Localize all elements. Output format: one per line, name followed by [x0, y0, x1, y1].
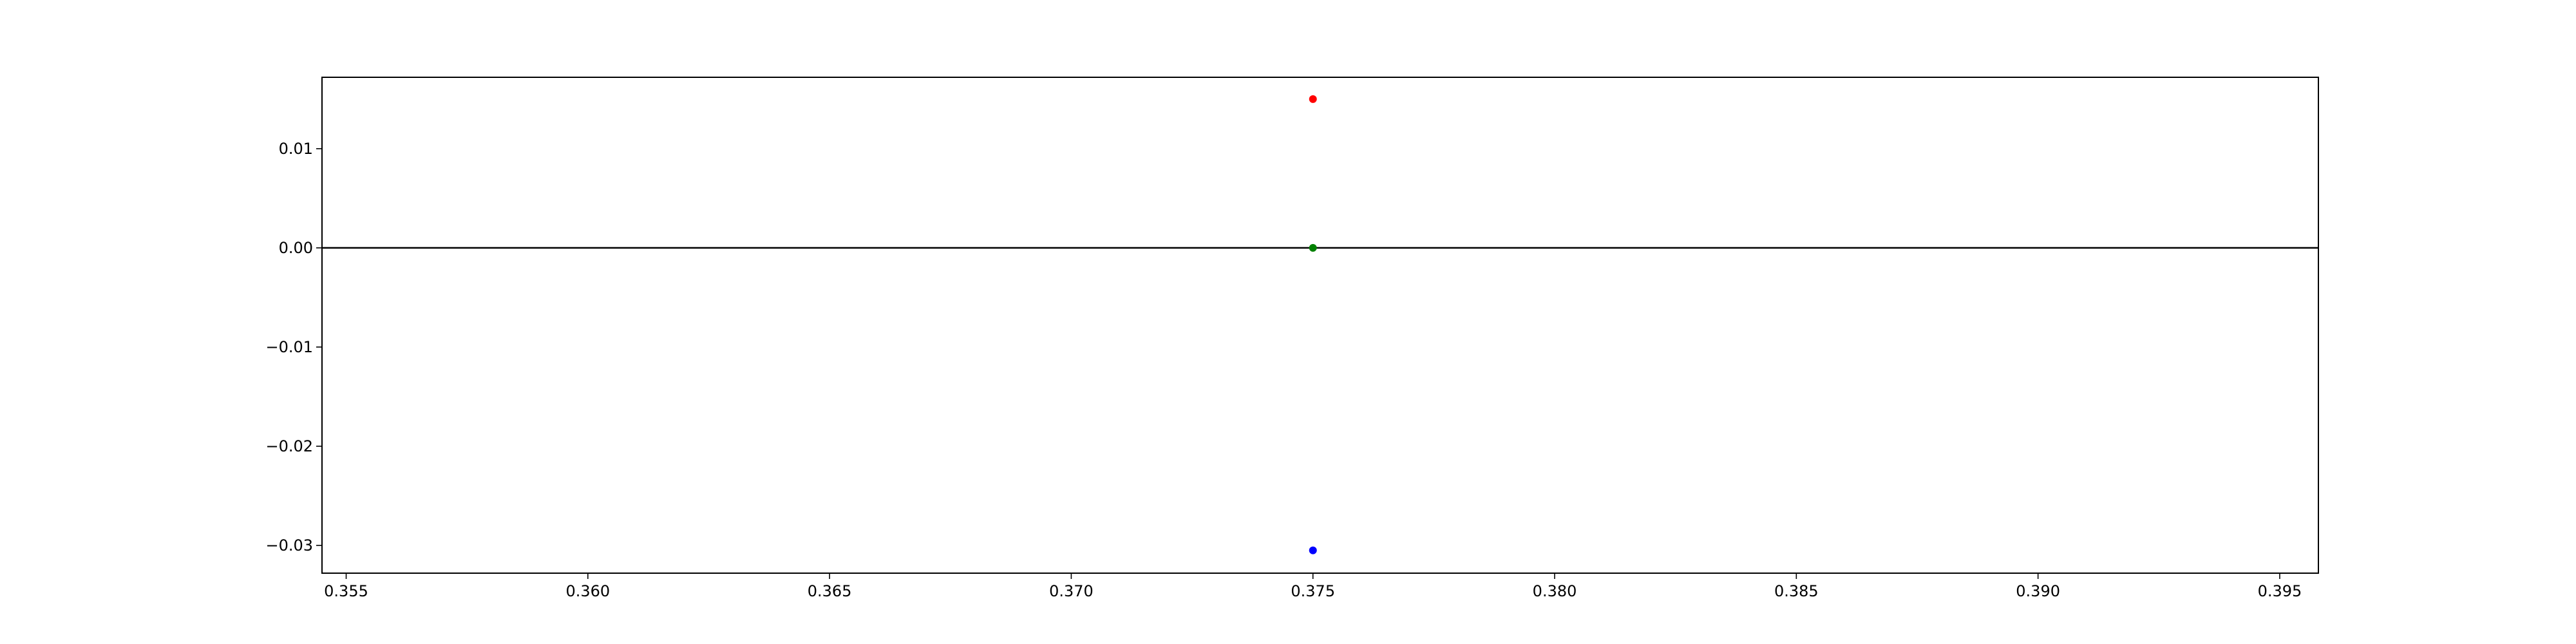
x-tick-label: 0.375: [1291, 582, 1335, 600]
data-point: [1309, 95, 1317, 103]
y-tick-label: −0.03: [265, 536, 313, 554]
x-tick-label: 0.385: [1774, 582, 1819, 600]
x-tick-label: 0.395: [2258, 582, 2302, 600]
y-tick-label: −0.02: [265, 437, 313, 455]
plot-area: 0.355 0.360 0.365 0.370 0.375 0.380 0.385 0.390…: [265, 95, 2318, 600]
x-tick-label: 0.370: [1049, 582, 1094, 600]
data-point: [1309, 546, 1317, 554]
axes-frame: [321, 77, 2319, 574]
y-tick-label: −0.01: [265, 338, 313, 356]
data-point: [1309, 243, 1317, 252]
y-tick-label: 0.00: [279, 239, 313, 257]
x-tick-label: 0.360: [565, 582, 610, 600]
x-tick-label: 0.355: [324, 582, 368, 600]
y-tick-label: 0.01: [279, 140, 313, 158]
x-tick-label: 0.390: [2016, 582, 2060, 600]
x-tick-label: 0.365: [808, 582, 852, 600]
x-tick-label: 0.380: [1533, 582, 1577, 600]
